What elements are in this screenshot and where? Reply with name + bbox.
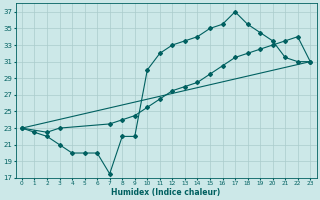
X-axis label: Humidex (Indice chaleur): Humidex (Indice chaleur) — [111, 188, 221, 197]
